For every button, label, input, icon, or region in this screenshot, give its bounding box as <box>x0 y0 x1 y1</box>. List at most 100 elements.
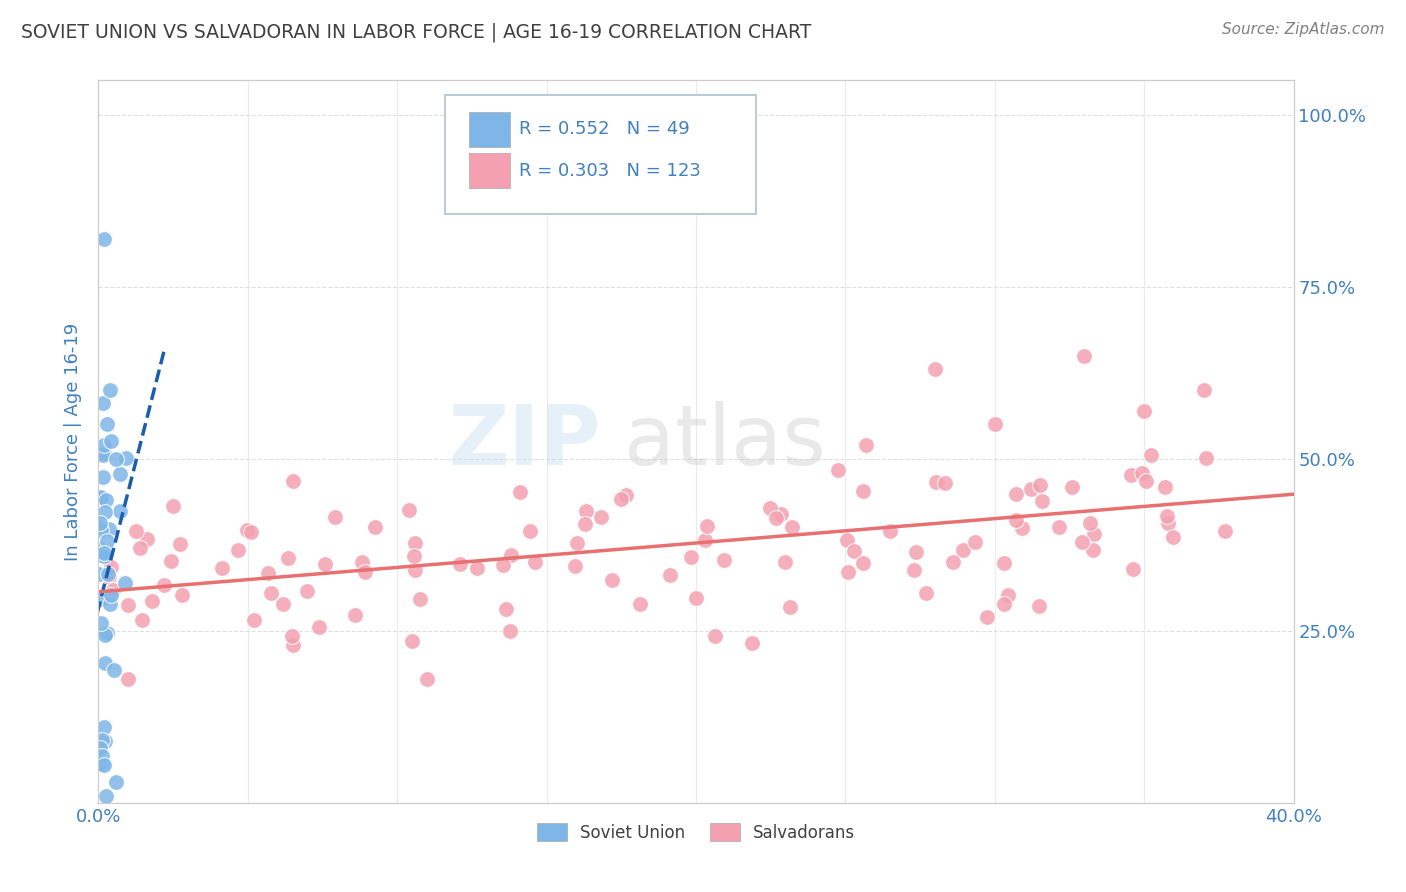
Point <box>1021 482 1043 496</box>
Point <box>110 467 132 481</box>
Point <box>89 548 111 562</box>
Point <box>93 437 115 451</box>
Text: Source: ZipAtlas.com: Source: ZipAtlas.com <box>1222 22 1385 37</box>
Point <box>984 417 1007 432</box>
Point <box>915 586 938 600</box>
Point <box>844 543 866 558</box>
Point <box>1156 509 1178 524</box>
Point <box>87 566 110 581</box>
Point <box>591 509 613 524</box>
Point <box>117 598 139 612</box>
Point <box>495 602 517 616</box>
Point <box>89 740 111 755</box>
Point <box>136 532 159 546</box>
Point <box>1194 451 1216 466</box>
FancyBboxPatch shape <box>446 95 756 214</box>
Point <box>277 551 299 566</box>
Point <box>240 524 263 539</box>
Point <box>1135 474 1157 488</box>
Point <box>1028 478 1050 492</box>
Point <box>499 548 522 562</box>
Point <box>1078 516 1101 530</box>
Point <box>1119 468 1142 483</box>
Point <box>257 566 280 581</box>
Point <box>94 656 117 670</box>
Point <box>93 757 115 772</box>
Point <box>98 570 121 584</box>
Y-axis label: In Labor Force | Age 16-19: In Labor Force | Age 16-19 <box>65 322 83 561</box>
Point <box>91 395 114 409</box>
Point <box>93 549 115 563</box>
Point <box>976 609 998 624</box>
Point <box>90 732 112 747</box>
Point <box>993 598 1015 612</box>
Point <box>125 524 148 539</box>
Point <box>499 624 522 638</box>
Point <box>94 734 117 748</box>
Point <box>131 614 153 628</box>
Point <box>574 517 596 532</box>
Point <box>226 542 249 557</box>
Point <box>693 533 716 548</box>
Point <box>925 475 948 489</box>
Point <box>509 485 531 500</box>
Point <box>934 476 956 491</box>
Point <box>997 588 1019 602</box>
Point <box>105 451 128 466</box>
Point <box>114 575 136 590</box>
Point <box>696 519 718 533</box>
Point <box>1047 520 1070 534</box>
Point <box>128 541 150 555</box>
Point <box>93 720 115 734</box>
Point <box>837 565 859 579</box>
Point <box>993 556 1015 570</box>
Point <box>567 536 589 550</box>
Point <box>703 629 725 643</box>
Point <box>1161 530 1184 544</box>
Point <box>141 594 163 608</box>
Point <box>308 619 330 633</box>
Point <box>108 504 131 518</box>
Point <box>211 561 233 575</box>
Point <box>352 555 374 569</box>
Point <box>93 231 115 245</box>
Point <box>94 492 117 507</box>
Point <box>114 450 136 465</box>
Point <box>100 434 122 448</box>
FancyBboxPatch shape <box>470 112 509 147</box>
Point <box>409 591 432 606</box>
Point <box>90 757 112 772</box>
Point <box>1005 487 1028 501</box>
Point <box>416 672 439 686</box>
Point <box>759 500 782 515</box>
Point <box>1192 383 1215 397</box>
Point <box>773 555 796 569</box>
Text: atlas: atlas <box>624 401 825 482</box>
Point <box>852 484 875 499</box>
Point <box>91 470 114 484</box>
Point <box>465 561 488 575</box>
Point <box>963 535 986 549</box>
Point <box>96 625 118 640</box>
Point <box>89 516 111 531</box>
Point <box>614 488 637 502</box>
Point <box>323 510 346 524</box>
Point <box>398 503 420 517</box>
Text: SOVIET UNION VS SALVADORAN IN LABOR FORCE | AGE 16-19 CORRELATION CHART: SOVIET UNION VS SALVADORAN IN LABOR FORC… <box>21 22 811 42</box>
Point <box>314 557 336 571</box>
Point <box>952 542 974 557</box>
Point <box>90 490 112 504</box>
Point <box>628 597 651 611</box>
Point <box>765 510 787 524</box>
Point <box>260 586 283 600</box>
Point <box>780 520 803 534</box>
Point <box>852 556 875 570</box>
Point <box>98 383 122 397</box>
Point <box>1157 516 1180 530</box>
Point <box>103 583 125 598</box>
Point <box>87 756 110 771</box>
Point <box>519 524 541 539</box>
Point <box>153 578 176 592</box>
Point <box>685 591 707 606</box>
Point <box>90 749 112 764</box>
